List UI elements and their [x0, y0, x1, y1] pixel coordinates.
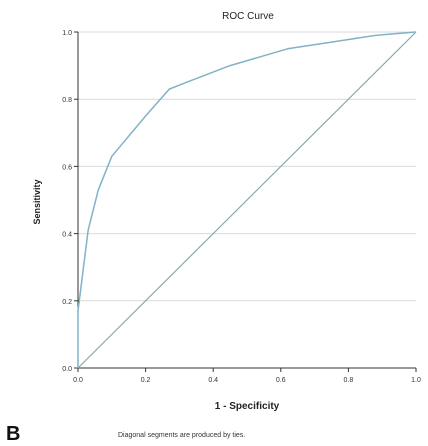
footnote: Diagonal segments are produced by ties. [118, 432, 246, 439]
series-layer [77, 31, 417, 369]
x-tick-label: 1.0 [411, 377, 421, 384]
y-tick-label: 0.0 [62, 366, 72, 373]
y-axis-label: Sensitivity [32, 179, 42, 224]
x-tick-label: 0.8 [344, 377, 354, 384]
x-tick-label: 0.2 [141, 377, 151, 384]
roc-curve-line [77, 31, 417, 368]
y-tick-label: 1.0 [62, 30, 72, 37]
x-tick-label: 0.0 [73, 377, 83, 384]
y-tick-label: 0.8 [62, 97, 72, 104]
y-tick-label: 0.2 [62, 299, 72, 306]
x-axis-label: 1 - Specificity [215, 401, 280, 412]
y-tick-label: 0.4 [62, 232, 72, 239]
x-tick-label: 0.6 [276, 377, 286, 384]
tick-labels: 0.0 0.2 0.4 0.6 0.8 1.0 0.0 0.2 0.4 0.6 0.8 1.0 [62, 30, 421, 384]
reference-line [77, 31, 417, 369]
chart-title: ROC Curve [222, 11, 274, 22]
panel-label: B [6, 423, 21, 445]
y-tick-label: 0.6 [62, 164, 72, 171]
x-tick-label: 0.4 [208, 377, 218, 384]
